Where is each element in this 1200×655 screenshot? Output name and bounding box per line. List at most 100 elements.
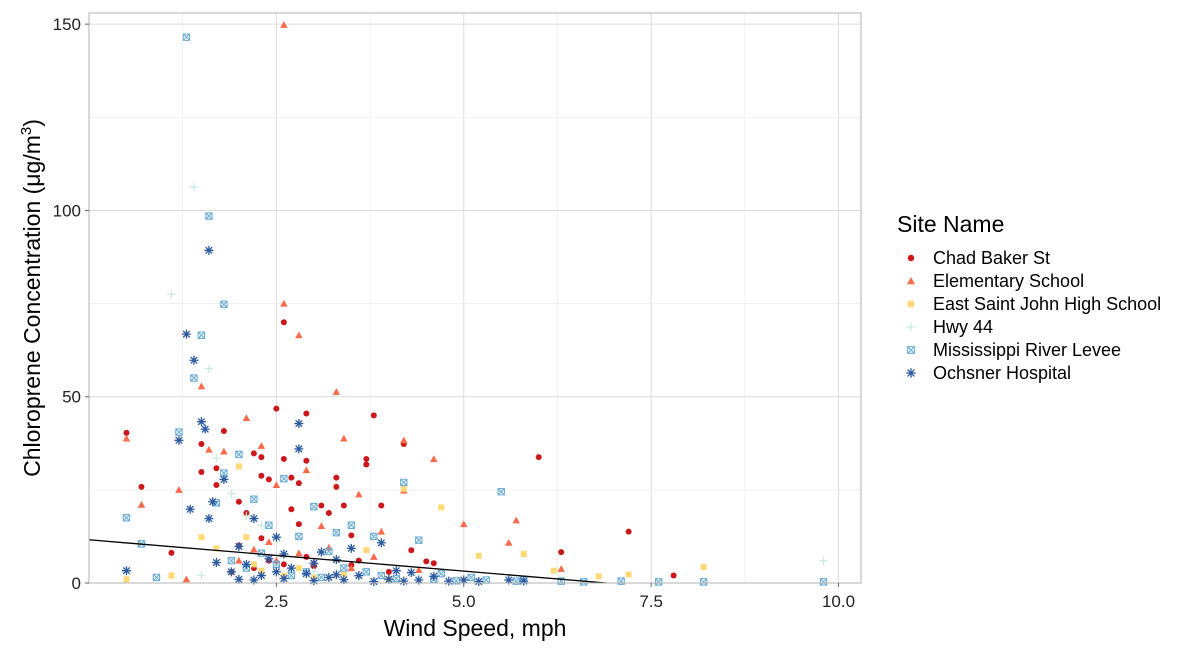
- data-point: [200, 424, 210, 434]
- series-ochsner-hospital: [121, 245, 529, 587]
- series-chad-baker-st: [123, 319, 677, 579]
- x-axis-label: Wind Speed, mph: [384, 615, 567, 641]
- data-point: [423, 558, 430, 565]
- data-point: [250, 545, 258, 553]
- data-point: [348, 532, 355, 539]
- data-point: [363, 547, 370, 554]
- data-point: [459, 575, 469, 585]
- data-point: [257, 549, 266, 557]
- data-point: [185, 504, 195, 514]
- data-point: [258, 567, 265, 574]
- data-point: [408, 547, 415, 554]
- data-point: [294, 419, 304, 429]
- data-point: [377, 571, 386, 580]
- data-point: [249, 514, 259, 524]
- data-point: [340, 564, 348, 572]
- legend-label: Elementary School: [933, 271, 1084, 291]
- data-point: [654, 578, 663, 586]
- data-point: [265, 476, 272, 483]
- data-point: [377, 527, 386, 535]
- data-point: [242, 414, 251, 421]
- data-point: [271, 532, 281, 542]
- data-point: [295, 565, 302, 572]
- data-point: [295, 549, 303, 557]
- data-point: [699, 578, 708, 586]
- data-point: [550, 567, 557, 574]
- data-point: [369, 577, 379, 587]
- data-point: [302, 466, 311, 474]
- data-point: [504, 539, 513, 546]
- data-point: [333, 483, 340, 490]
- data-point: [331, 555, 341, 565]
- legend-label: Mississippi River Levee: [933, 340, 1121, 360]
- y-tick-label: 0: [72, 574, 81, 593]
- data-point: [288, 474, 295, 481]
- data-point: [258, 535, 265, 542]
- x-tick-label: 10.0: [822, 592, 855, 611]
- data-point: [535, 454, 542, 461]
- data-point: [122, 434, 131, 442]
- data-point: [294, 444, 304, 454]
- legend-label: East Saint John High School: [933, 294, 1161, 314]
- y-axis-label-unit: μg/m: [19, 135, 45, 187]
- data-point: [625, 571, 632, 578]
- data-point: [355, 490, 363, 498]
- y-axis-label-close: ): [19, 119, 45, 127]
- data-point: [333, 474, 340, 481]
- data-point: [318, 502, 325, 509]
- data-point: [819, 556, 828, 565]
- data-point: [198, 534, 205, 541]
- data-point: [400, 478, 408, 487]
- trend-line: [88, 539, 607, 584]
- data-point: [213, 545, 220, 552]
- data-point: [167, 290, 176, 299]
- legend-item: Hwy 44: [906, 317, 993, 337]
- legend-item: Chad Baker St: [907, 248, 1050, 268]
- data-point: [520, 550, 527, 557]
- axis-layer: 2.5 5.0 7.5 10.0 0 50 100 150: [53, 15, 855, 611]
- data-point: [219, 474, 229, 484]
- data-point: [287, 571, 296, 580]
- data-point: [220, 428, 227, 434]
- data-point: [168, 549, 175, 556]
- data-point: [234, 541, 244, 551]
- data-point: [198, 468, 205, 475]
- data-point: [415, 536, 423, 544]
- data-point: [391, 566, 401, 576]
- data-point: [295, 532, 303, 541]
- data-point: [175, 428, 183, 436]
- data-point: [211, 558, 221, 568]
- data-point: [384, 574, 394, 584]
- series-mississippi-river-levee: [122, 33, 828, 586]
- data-point: [235, 450, 243, 459]
- data-point: [475, 552, 482, 559]
- data-point: [235, 498, 242, 505]
- data-point: [295, 331, 303, 339]
- data-point: [385, 568, 392, 575]
- data-point: [256, 571, 266, 581]
- y-axis-label: Chloroprene Concentration (μg/m3): [18, 119, 45, 477]
- data-point: [197, 382, 206, 390]
- data-point: [220, 447, 228, 455]
- data-point: [429, 571, 439, 581]
- data-point: [168, 572, 175, 579]
- data-point: [340, 570, 347, 577]
- x-tick-label: 5.0: [452, 592, 476, 611]
- data-point: [257, 442, 266, 449]
- points-layer: [121, 21, 828, 587]
- data-point: [208, 497, 218, 507]
- data-point: [250, 561, 257, 568]
- data-point: [295, 521, 302, 528]
- data-point: [182, 575, 191, 583]
- data-point: [467, 573, 475, 582]
- data-point: [226, 567, 236, 577]
- legend-label: Ochsner Hospital: [933, 363, 1071, 383]
- data-point: [819, 578, 828, 586]
- data-point: [670, 572, 677, 579]
- data-point: [213, 465, 220, 472]
- data-point: [121, 566, 131, 576]
- data-point: [212, 453, 221, 463]
- data-point: [430, 560, 437, 567]
- data-point: [392, 574, 401, 583]
- data-point: [250, 495, 258, 503]
